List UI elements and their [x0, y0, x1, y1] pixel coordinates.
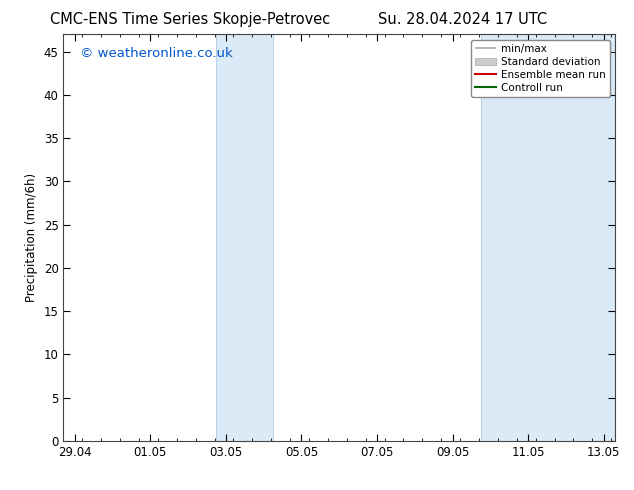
Bar [481, 34, 615, 441]
Y-axis label: Precipitation (mm/6h): Precipitation (mm/6h) [25, 173, 38, 302]
Bar [216, 34, 273, 441]
Legend: min/max, Standard deviation, Ensemble mean run, Controll run: min/max, Standard deviation, Ensemble me… [470, 40, 610, 97]
Text: © weatheronline.co.uk: © weatheronline.co.uk [80, 47, 233, 59]
Text: Su. 28.04.2024 17 UTC: Su. 28.04.2024 17 UTC [378, 12, 547, 27]
Text: CMC-ENS Time Series Skopje-Petrovec: CMC-ENS Time Series Skopje-Petrovec [50, 12, 330, 27]
